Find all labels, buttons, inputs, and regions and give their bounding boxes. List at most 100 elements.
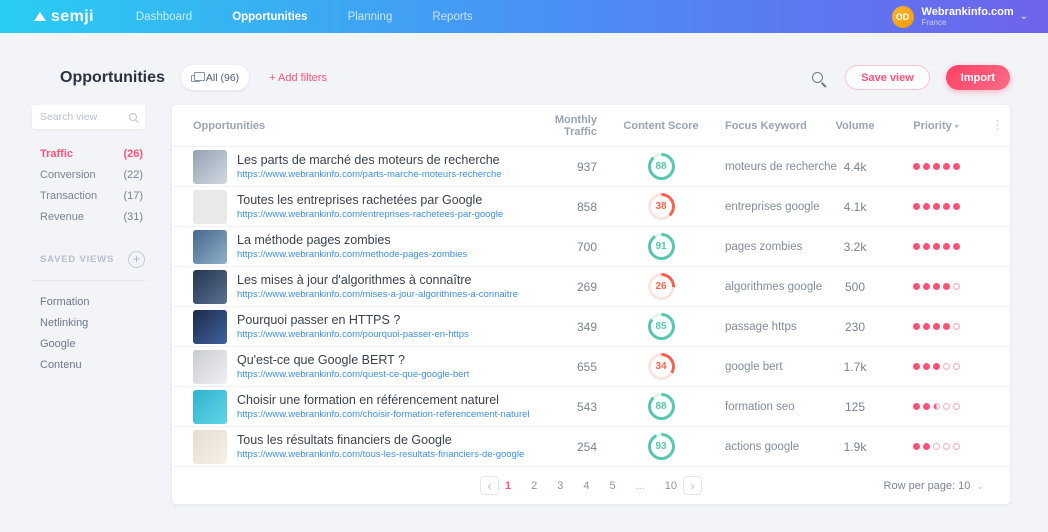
- priority-dot: [952, 323, 960, 330]
- opportunity-url[interactable]: https://www.webrankinfo.com/mises-a-jour…: [237, 289, 518, 300]
- table-row[interactable]: Les parts de marché des moteurs de reche…: [172, 147, 1010, 187]
- article-thumbnail: [193, 149, 227, 184]
- article-thumbnail: [193, 429, 227, 464]
- search-icon[interactable]: [812, 72, 824, 83]
- priority-dot: [932, 283, 940, 290]
- opportunity-title[interactable]: Pourquoi passer en HTTPS ?: [237, 313, 401, 327]
- priority-dot: [912, 243, 920, 250]
- table-row[interactable]: La méthode pages zombies https://www.webr…: [172, 227, 1010, 267]
- saved-view-netlinking[interactable]: Netlinking: [40, 316, 89, 329]
- view-label: Conversion: [40, 168, 96, 181]
- import-button[interactable]: Import: [945, 65, 1010, 90]
- page-5[interactable]: 5: [609, 479, 616, 492]
- opportunity-text: Les parts de marché des moteurs de reche…: [237, 153, 502, 180]
- priority-dots: [888, 363, 984, 370]
- saved-view-contenu[interactable]: Contenu: [40, 358, 82, 371]
- priority-dot: [952, 283, 960, 290]
- opportunity-title[interactable]: Les mises à jour d'algorithmes à connaît…: [237, 273, 472, 287]
- nav-item-reports[interactable]: Reports: [432, 10, 473, 23]
- sidebar-view-conversion[interactable]: Conversion (22): [32, 164, 145, 185]
- opportunity-title[interactable]: Tous les résultats financiers de Google: [237, 433, 452, 447]
- next-page-button[interactable]: ›: [683, 476, 703, 495]
- nav-item-dashboard[interactable]: Dashboard: [135, 10, 193, 23]
- opportunity-cell: Qu'est-ce que Google BERT ? https://www.w…: [193, 349, 537, 384]
- content-score-badge[interactable]: 85: [647, 313, 675, 340]
- page-1[interactable]: 1: [504, 479, 512, 492]
- saved-view-formation[interactable]: Formation: [40, 295, 90, 308]
- opportunity-cell: Les mises à jour d'algorithmes à connaît…: [193, 269, 537, 304]
- opportunity-url[interactable]: https://www.webrankinfo.com/entreprises-…: [237, 209, 504, 220]
- view-label: Revenue: [40, 210, 85, 223]
- semji-logo[interactable]: semji: [34, 8, 94, 26]
- content-score-badge[interactable]: 93: [647, 433, 675, 460]
- table-row[interactable]: Choisir une formation en référencement n…: [172, 387, 1010, 427]
- opportunity-text: La méthode pages zombies https://www.webr…: [237, 233, 467, 260]
- view-count: (31): [123, 210, 143, 223]
- opportunity-url[interactable]: https://www.webrankinfo.com/parts-marche…: [237, 169, 502, 180]
- page-4[interactable]: 4: [583, 479, 590, 492]
- volume-value: 125: [844, 399, 866, 414]
- page-3[interactable]: 3: [557, 479, 564, 492]
- opportunity-url[interactable]: https://www.webrankinfo.com/methode-page…: [237, 249, 468, 260]
- add-filters-button[interactable]: + Add filters: [269, 71, 327, 84]
- content-score-value: 34: [650, 356, 672, 377]
- page-header: Opportunities All (96) + Add filters Sav…: [0, 33, 1048, 105]
- previous-page-button[interactable]: ‹: [479, 476, 499, 495]
- rows-per-page-select[interactable]: Row per page: 10 ⌄: [884, 480, 984, 492]
- content-score-badge[interactable]: 38: [647, 193, 675, 220]
- page-10[interactable]: 10: [664, 479, 678, 492]
- content-score-badge[interactable]: 88: [647, 153, 675, 180]
- column-header-monthly-traffic: Monthly Traffic: [554, 113, 597, 138]
- view-search-box[interactable]: [32, 105, 145, 129]
- content-score-badge[interactable]: 26: [647, 273, 675, 300]
- table-row[interactable]: Les mises à jour d'algorithmes à connaît…: [172, 267, 1010, 307]
- priority-dot: [912, 203, 920, 210]
- opportunity-url[interactable]: https://www.webrankinfo.com/choisir-form…: [237, 409, 530, 420]
- content-score-badge[interactable]: 91: [647, 233, 675, 260]
- sort-caret-icon: ▾: [954, 121, 959, 131]
- search-icon: [129, 113, 137, 121]
- table-options-icon[interactable]: ⋮: [991, 117, 1004, 132]
- account-menu[interactable]: OD Webrankinfo.com France ⌄: [891, 5, 1028, 28]
- opportunity-title[interactable]: Qu'est-ce que Google BERT ?: [237, 353, 405, 367]
- article-thumbnail: [193, 389, 227, 424]
- content-score-value: 91: [650, 236, 672, 257]
- opportunity-text: Qu'est-ce que Google BERT ? https://www.w…: [237, 353, 469, 380]
- content-score-cell: 88: [597, 393, 725, 420]
- save-view-button[interactable]: Save view: [845, 65, 930, 90]
- sidebar-view-transaction[interactable]: Transaction (17): [32, 185, 145, 206]
- view-label: Traffic: [40, 147, 74, 160]
- priority-dot: [932, 443, 940, 450]
- opportunity-url[interactable]: https://www.webrankinfo.com/pourquoi-pas…: [237, 329, 469, 340]
- view-count: (26): [123, 147, 143, 160]
- priority-dot: [912, 323, 920, 330]
- opportunity-title[interactable]: Choisir une formation en référencement n…: [237, 393, 499, 407]
- sidebar-view-revenue[interactable]: Revenue (31): [32, 206, 145, 227]
- saved-view-google[interactable]: Google: [40, 337, 76, 350]
- priority-dots: [888, 243, 984, 250]
- content-score-badge[interactable]: 34: [647, 353, 675, 380]
- sidebar-view-traffic[interactable]: Traffic (26): [32, 143, 145, 164]
- opportunity-title[interactable]: Les parts de marché des moteurs de reche…: [237, 153, 500, 167]
- nav-item-opportunities[interactable]: Opportunities: [232, 10, 308, 23]
- nav-item-planning[interactable]: Planning: [347, 10, 393, 23]
- column-header-priority[interactable]: Priority ▾: [913, 119, 959, 132]
- column-header-content-score: Content Score: [623, 119, 699, 132]
- opportunity-title[interactable]: Toutes les entreprises rachetées par Goo…: [237, 193, 483, 207]
- search-view-input[interactable]: [40, 111, 129, 123]
- opportunity-url[interactable]: https://www.webrankinfo.com/quest-ce-que…: [237, 369, 470, 380]
- page-2[interactable]: 2: [531, 479, 538, 492]
- priority-dot: [942, 403, 950, 410]
- add-saved-view-button[interactable]: +: [128, 251, 145, 268]
- table-body: Les parts de marché des moteurs de reche…: [172, 147, 1010, 467]
- view-selector-pill[interactable]: All (96): [180, 65, 250, 90]
- volume-value: 4.4k: [843, 159, 867, 174]
- opportunity-url[interactable]: https://www.webrankinfo.com/tous-les-res…: [237, 449, 525, 460]
- priority-dot: [922, 203, 930, 210]
- opportunity-title[interactable]: La méthode pages zombies: [237, 233, 391, 247]
- table-row[interactable]: Tous les résultats financiers de Google h…: [172, 427, 1010, 467]
- content-score-badge[interactable]: 88: [647, 393, 675, 420]
- table-row[interactable]: Qu'est-ce que Google BERT ? https://www.w…: [172, 347, 1010, 387]
- table-row[interactable]: Pourquoi passer en HTTPS ? https://www.we…: [172, 307, 1010, 347]
- table-row[interactable]: Toutes les entreprises rachetées par Goo…: [172, 187, 1010, 227]
